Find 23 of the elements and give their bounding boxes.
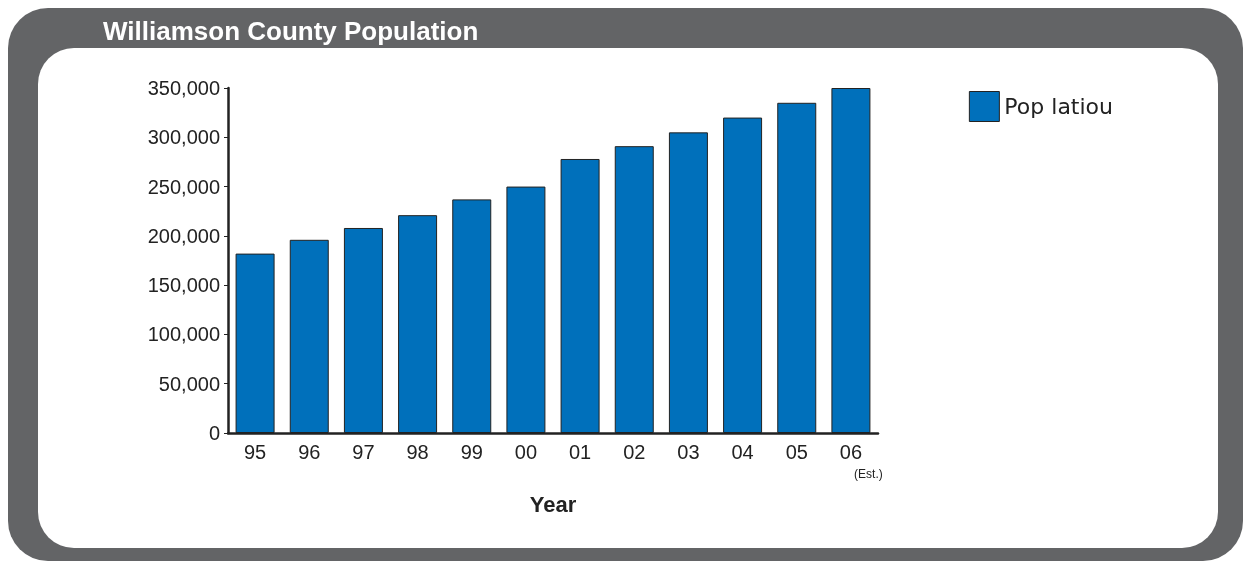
y-tick-label: 50,000 <box>158 372 220 395</box>
x-tick-label: 99 <box>460 441 483 463</box>
x-tick-label: 00 <box>514 441 538 463</box>
x-tick-label: 05 <box>785 441 808 463</box>
y-tick-label: 350,000 <box>147 77 220 99</box>
y-tick-label: 100,000 <box>147 323 220 346</box>
x-axis-title: Year <box>529 491 577 517</box>
x-tick-label: 95 <box>243 441 267 463</box>
legend-label: Pop latiou <box>1004 94 1113 119</box>
x-tick-label: 02 <box>623 441 646 463</box>
x-tick-label: 06 (Est.) <box>839 441 883 481</box>
x-tick-label: 03 <box>677 441 700 463</box>
y-tick-label: 250,000 <box>147 175 220 198</box>
y-tick-label: 200,000 <box>147 224 220 247</box>
x-tick-label: 01 <box>568 441 592 463</box>
x-tick-label: 97 <box>352 441 375 463</box>
y-tick-label: 150,000 <box>147 274 220 297</box>
y-tick-label: 300,000 <box>147 126 220 149</box>
chart-title: Williamson County Population <box>103 16 479 47</box>
x-tick-label: 04 <box>731 441 754 463</box>
y-tick-label: 0 <box>208 422 220 444</box>
x-tick-label: 96 <box>298 441 321 463</box>
x-tick-label: 98 <box>406 441 429 463</box>
